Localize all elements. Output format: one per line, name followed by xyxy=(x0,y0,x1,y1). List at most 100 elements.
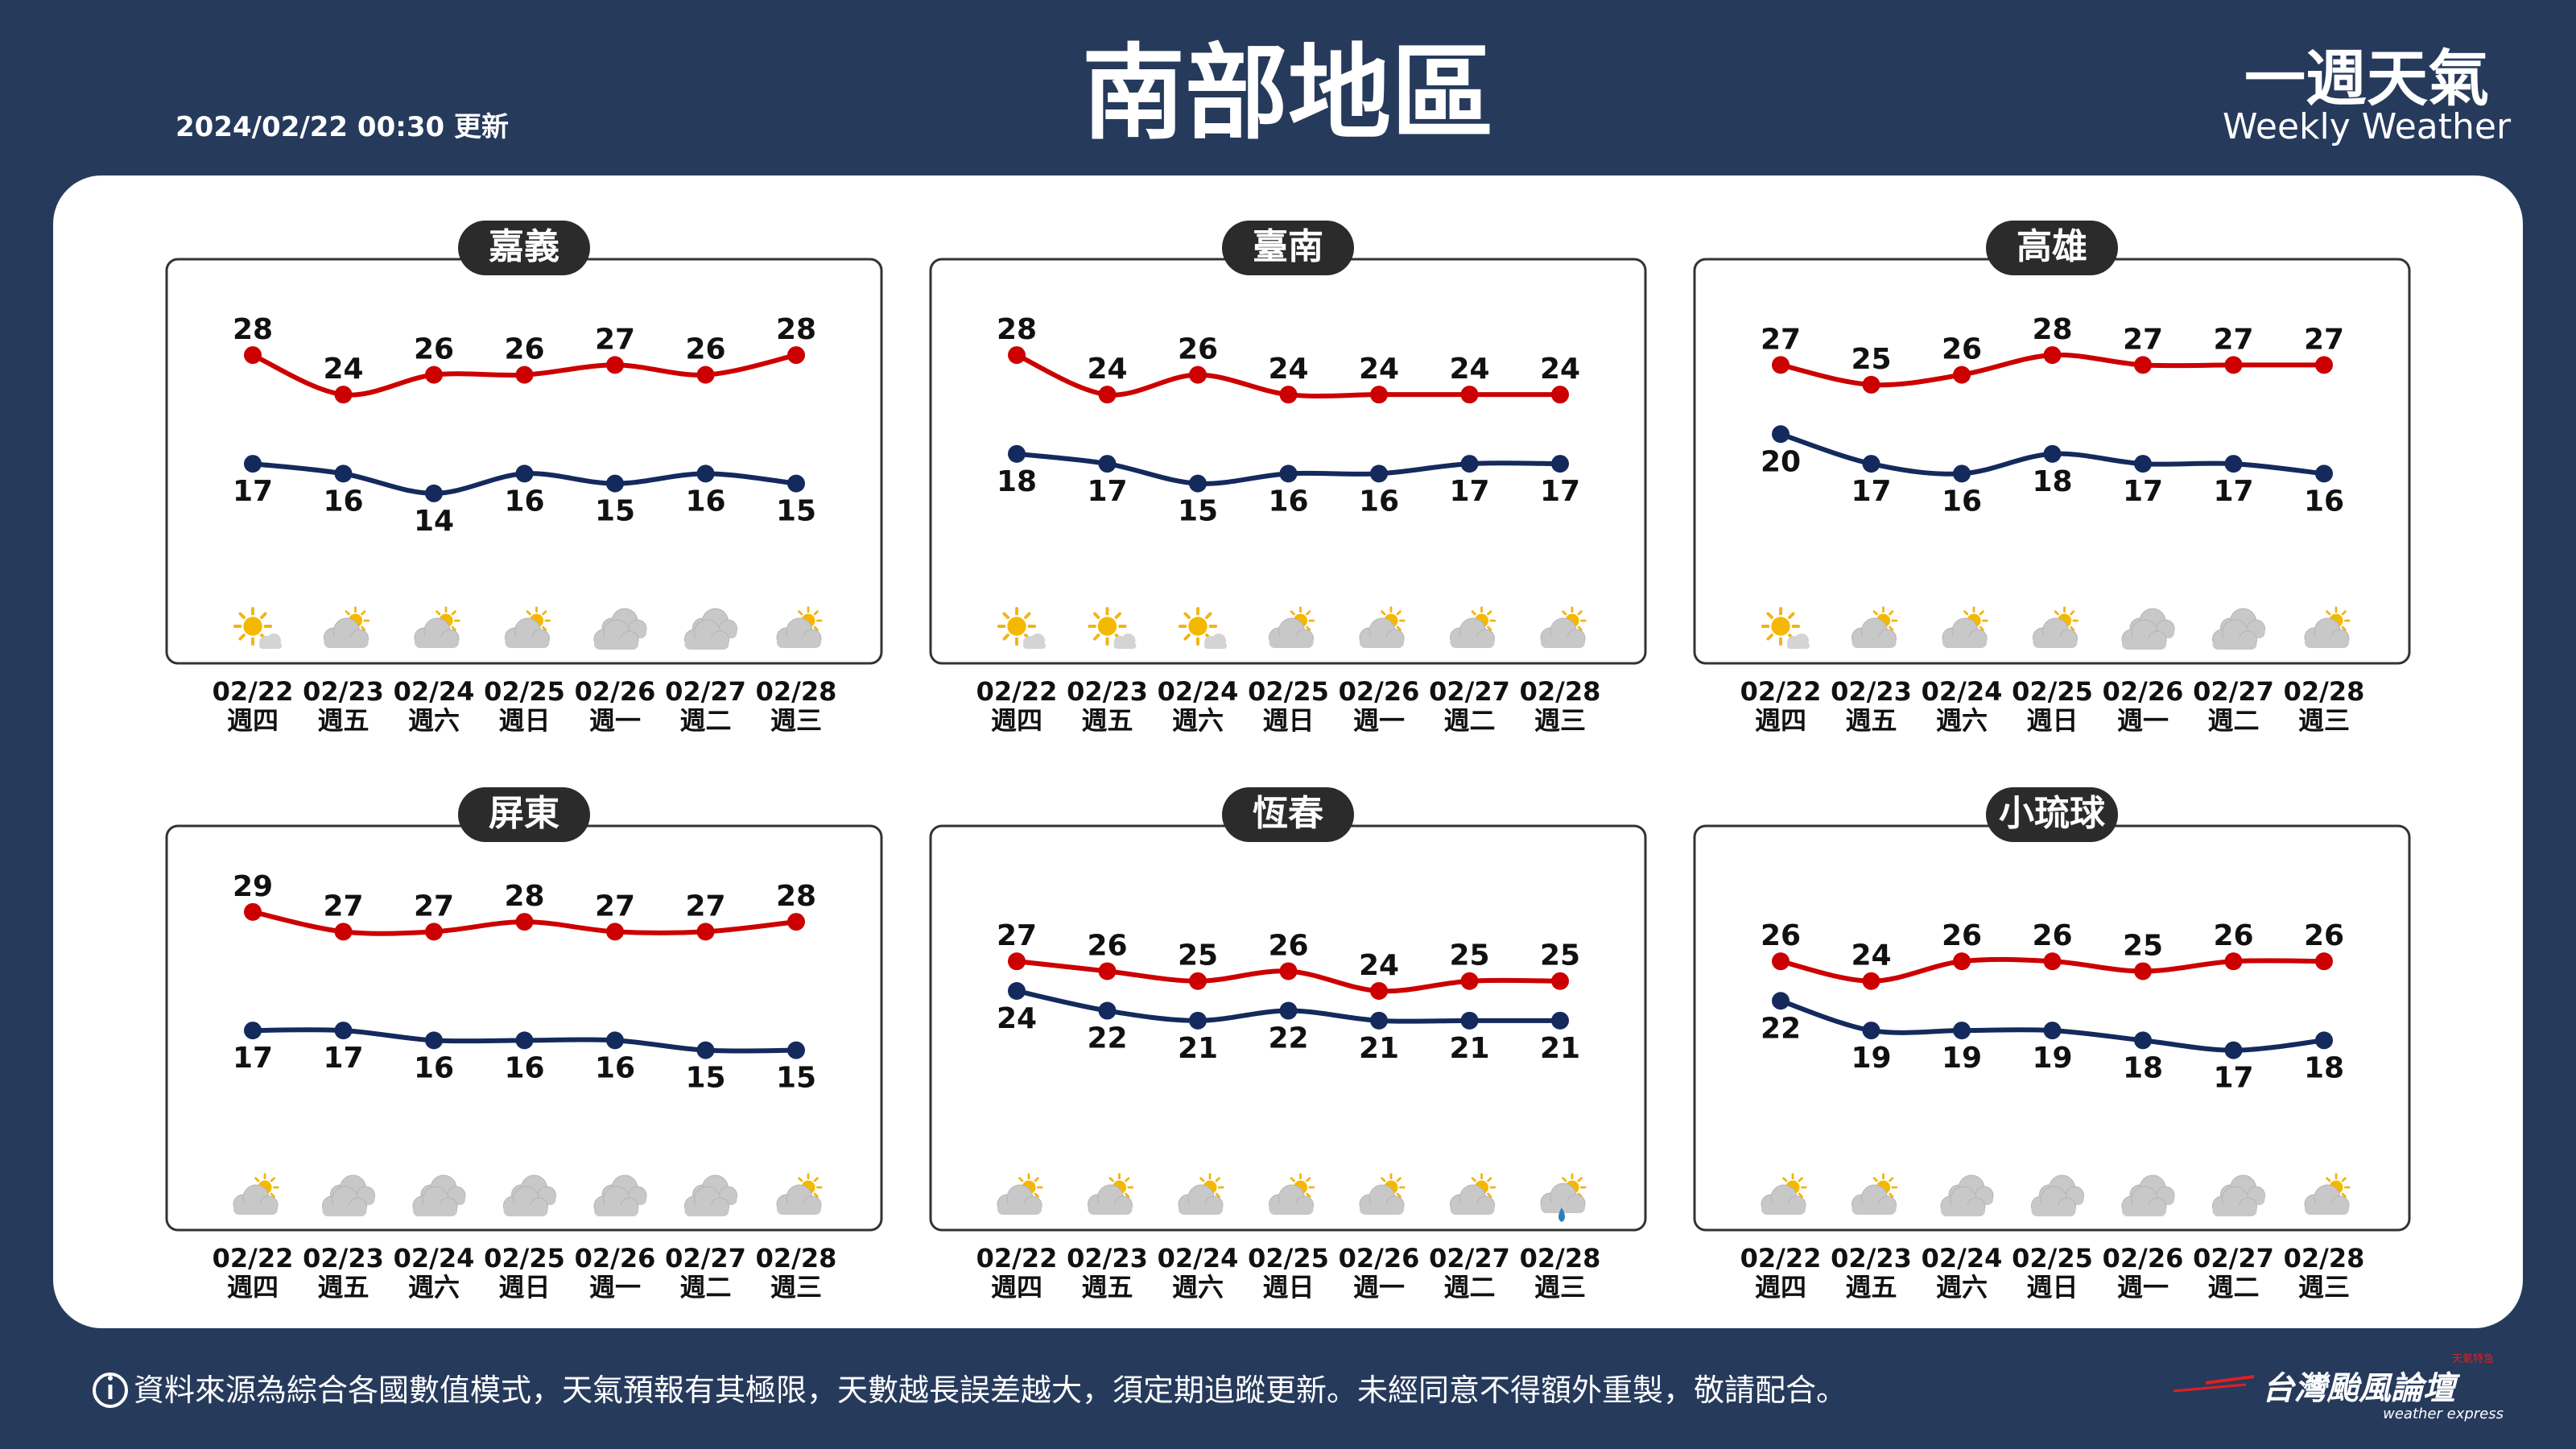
partly-cloudy-icon xyxy=(414,606,460,648)
high-temp-point xyxy=(2043,346,2062,365)
high-temp-point xyxy=(1460,386,1479,404)
forum-logo-tag: 天氣特急 xyxy=(2452,1353,2494,1365)
high-temp-point xyxy=(2315,356,2333,374)
low-temp-point xyxy=(244,1022,262,1040)
low-temp-point xyxy=(1370,464,1388,483)
date-label: 02/25 xyxy=(484,1243,565,1274)
low-temp-point xyxy=(2043,1022,2062,1040)
high-temp-label: 27 xyxy=(1761,323,1801,356)
date-label: 02/28 xyxy=(1520,676,1601,707)
partly-cloudy-icon xyxy=(324,606,370,648)
cloudy-icon xyxy=(2212,1174,2265,1216)
weekday-label: 週三 xyxy=(1534,705,1586,736)
low-temp-label: 17 xyxy=(2213,1062,2253,1095)
low-temp-point xyxy=(1189,1011,1207,1030)
date-label: 02/26 xyxy=(2103,1243,2184,1274)
weekday-label: 週六 xyxy=(1172,705,1224,736)
low-temp-label: 19 xyxy=(1942,1042,1982,1075)
weekday-label: 週六 xyxy=(1936,705,1988,736)
high-temp-point xyxy=(2224,952,2243,971)
low-temp-label: 19 xyxy=(2032,1042,2072,1075)
weekday-label: 週三 xyxy=(770,1272,822,1302)
high-temp-point xyxy=(787,913,805,931)
high-temp-label: 25 xyxy=(1851,343,1891,376)
high-temp-label: 28 xyxy=(233,313,273,346)
weekday-label: 週二 xyxy=(679,1272,731,1302)
low-temp-label: 15 xyxy=(595,495,635,528)
low-temp-label: 17 xyxy=(1540,475,1580,508)
partly-cloudy-icon xyxy=(997,1173,1043,1215)
date-label: 02/22 xyxy=(1740,676,1822,707)
low-temp-point xyxy=(2134,455,2152,473)
date-label: 02/24 xyxy=(1922,1243,2003,1274)
low-temp-point xyxy=(334,464,353,483)
low-temp-point xyxy=(1008,444,1026,463)
low-temp-point xyxy=(787,474,805,493)
high-temp-label: 27 xyxy=(323,890,363,923)
info-icon xyxy=(93,1373,128,1408)
low-temp-point xyxy=(2315,464,2333,483)
weekday-label: 週四 xyxy=(227,1272,279,1302)
high-temp-point xyxy=(244,902,262,921)
partly-cloudy-icon xyxy=(1269,1173,1315,1215)
low-temp-point xyxy=(696,1041,715,1059)
high-temp-point xyxy=(1370,386,1388,404)
high-temp-label: 25 xyxy=(1540,939,1580,972)
low-temp-point xyxy=(1279,464,1298,483)
partly-cloudy-icon xyxy=(1088,1173,1134,1215)
date-label: 02/26 xyxy=(575,676,656,707)
date-label: 02/28 xyxy=(2284,676,2365,707)
low-temp-point xyxy=(2134,1031,2152,1050)
sunny-cloudy-icon xyxy=(1088,606,1137,649)
high-temp-label: 24 xyxy=(1851,939,1891,972)
weekday-label: 週六 xyxy=(408,705,460,736)
high-temp-label: 26 xyxy=(504,333,544,366)
date-label: 02/26 xyxy=(1339,1243,1420,1274)
weekday-label: 週日 xyxy=(498,1272,550,1302)
weekday-label: 週四 xyxy=(991,1272,1042,1302)
high-temp-label: 24 xyxy=(1359,353,1399,386)
low-temp-point xyxy=(1772,992,1790,1010)
low-temp-point xyxy=(2224,455,2243,473)
high-temp-label: 24 xyxy=(323,353,363,386)
weekday-label: 週三 xyxy=(770,705,822,736)
low-temp-point xyxy=(244,455,262,473)
high-temp-label: 27 xyxy=(2123,323,2163,356)
weekday-label: 週三 xyxy=(2298,705,2350,736)
date-label: 02/24 xyxy=(1158,1243,1239,1274)
forum-logo-sub: weather express xyxy=(2383,1406,2504,1422)
low-temp-label: 16 xyxy=(504,1051,544,1084)
high-temp-label: 28 xyxy=(776,880,816,913)
low-temp-label: 17 xyxy=(323,1042,363,1075)
date-label: 02/28 xyxy=(2284,1243,2365,1274)
low-temp-label: 17 xyxy=(1851,475,1891,508)
high-temp-point xyxy=(1008,952,1026,971)
brand-title-zh: 一週天氣 xyxy=(2244,43,2489,114)
date-label: 02/24 xyxy=(394,1243,475,1274)
high-temp-label: 29 xyxy=(233,870,273,903)
low-temp-label: 15 xyxy=(776,495,816,528)
city-label: 小琉球 xyxy=(1999,793,2106,834)
cloudy-icon xyxy=(684,1174,737,1216)
date-label: 02/28 xyxy=(756,676,837,707)
partly-cloudy-icon xyxy=(1450,606,1496,648)
date-label: 02/24 xyxy=(394,676,475,707)
high-temp-point xyxy=(1551,972,1569,990)
high-temp-point xyxy=(1551,386,1569,404)
low-temp-point xyxy=(1551,455,1569,473)
city-label: 嘉義 xyxy=(489,226,559,267)
low-temp-point xyxy=(606,474,624,493)
city-label: 恆春 xyxy=(1253,793,1323,834)
weekday-label: 週日 xyxy=(1262,1272,1314,1302)
sunny-cloudy-icon xyxy=(1178,606,1227,649)
low-temp-label: 16 xyxy=(1268,485,1308,518)
low-temp-point xyxy=(1008,982,1026,1000)
city-label-pill xyxy=(1222,787,1354,842)
high-temp-point xyxy=(1098,962,1117,980)
high-temp-label: 28 xyxy=(2032,313,2072,346)
weekday-label: 週二 xyxy=(1443,1272,1495,1302)
low-temp-label: 21 xyxy=(1449,1032,1489,1065)
